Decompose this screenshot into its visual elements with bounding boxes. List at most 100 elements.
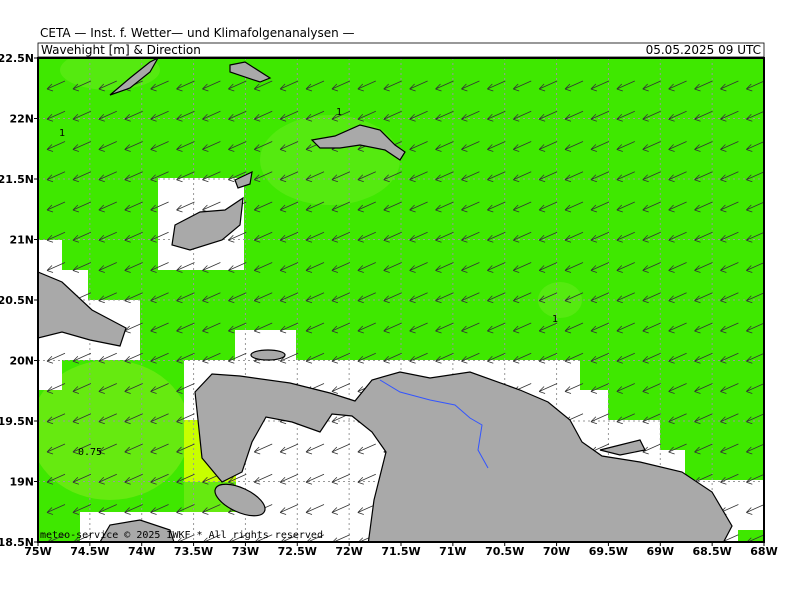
- wave-arrow: [694, 262, 713, 273]
- contour-label: 1: [552, 314, 558, 325]
- wave-arrow: [305, 231, 325, 243]
- wave-arrow: [72, 262, 92, 273]
- wave-arrow: [176, 473, 195, 485]
- wave-arrow: [124, 171, 143, 183]
- wave-arrow: [46, 352, 66, 364]
- island: [99, 519, 175, 542]
- wave-arrow: [409, 171, 428, 183]
- wave-arrow: [46, 504, 66, 515]
- wave-arrow: [538, 80, 558, 92]
- wave-arrow: [72, 413, 92, 425]
- wave-arrow: [720, 201, 739, 213]
- wave-arrow: [383, 171, 402, 183]
- wave-arrow: [72, 352, 92, 364]
- lat-label: 20.5N: [0, 294, 34, 307]
- wave-arrow: [202, 141, 221, 152]
- wave-arrow: [46, 231, 66, 243]
- wave-arrow: [305, 352, 325, 364]
- great-inagua: [171, 196, 244, 251]
- wave-arrow: [487, 231, 506, 243]
- lon-label: 73.5W: [174, 545, 213, 558]
- wave-arrow: [357, 443, 376, 455]
- wave-arrow: [409, 201, 428, 213]
- wave-arrow: [331, 80, 351, 92]
- wave-arrow: [357, 231, 376, 243]
- wave-arrow: [720, 383, 739, 394]
- wave-arrow: [279, 443, 299, 455]
- wave-arrow: [124, 110, 143, 122]
- wave-arrow: [642, 201, 661, 213]
- wave-arrow: [590, 80, 610, 92]
- wave-arrow: [228, 141, 247, 152]
- wave-arrow: [720, 413, 739, 425]
- wave-arrow: [46, 171, 66, 183]
- wave-arrow: [150, 443, 169, 455]
- header-subtitle: Wavehight [m] & Direction: [41, 43, 201, 57]
- wave-arrow: [72, 80, 92, 92]
- wave-arrow: [642, 352, 661, 364]
- wave-arrow: [253, 141, 273, 152]
- lon-label: 72W: [335, 545, 362, 558]
- wave-arrow: [72, 231, 92, 243]
- island: [599, 439, 646, 456]
- wave-arrow: [124, 201, 143, 213]
- wave-arrow: [746, 473, 764, 485]
- wave-arrow: [538, 231, 558, 243]
- wave-arrow: [228, 171, 247, 183]
- wave-arrow: [746, 504, 764, 515]
- wave-arrow: [98, 141, 117, 152]
- wave-arrow: [461, 262, 480, 273]
- wave-arrow: [694, 383, 713, 394]
- wave-arrow: [46, 473, 66, 485]
- wave-patch: [38, 360, 190, 500]
- wave-arrow: [435, 110, 454, 122]
- wave-arrow: [616, 352, 635, 364]
- wave-arrow: [124, 473, 143, 485]
- wave-arrow: [98, 110, 117, 122]
- wave-arrow: [461, 322, 480, 334]
- wave-arrow: [746, 171, 764, 183]
- wave-arrow: [590, 141, 610, 152]
- wave-arrow: [150, 413, 169, 425]
- wave-arrow: [279, 322, 299, 334]
- wave-arrow: [228, 322, 247, 334]
- wave-arrow: [176, 413, 195, 425]
- cuba: [38, 271, 127, 347]
- wave-arrow: [694, 443, 713, 455]
- wave-arrow: [720, 352, 739, 364]
- wave-arrow: [46, 141, 66, 152]
- wave-arrow: [46, 80, 66, 92]
- wave-arrow: [150, 504, 169, 515]
- wave-arrow: [642, 292, 661, 304]
- little-inagua: [234, 170, 253, 189]
- wave-arrow: [668, 292, 687, 304]
- wave-arrow: [98, 171, 117, 183]
- lon-label: 75W: [24, 545, 51, 558]
- lon-label: 71W: [439, 545, 466, 558]
- wave-arrow: [435, 141, 454, 152]
- wave-arrow: [435, 201, 454, 213]
- wave-arrow: [512, 80, 532, 92]
- wave-arrow: [409, 322, 428, 334]
- wave-arrow: [409, 80, 428, 92]
- wave-arrow: [150, 322, 169, 334]
- wave-arrow: [538, 201, 558, 213]
- river: [379, 379, 489, 469]
- wave-arrow: [512, 110, 532, 122]
- wave-arrow: [694, 292, 713, 304]
- wave-arrow: [487, 141, 506, 152]
- wave-arrow: [331, 473, 351, 485]
- wave-arrow: [331, 110, 351, 122]
- wave-arrow: [98, 383, 117, 394]
- wave-arrow: [590, 231, 610, 243]
- wave-arrow: [176, 201, 195, 213]
- wave-arrow: [435, 322, 454, 334]
- wave-arrow: [720, 262, 739, 273]
- lon-label: 74.5W: [70, 545, 109, 558]
- wave-arrow: [564, 171, 584, 183]
- wave-arrow: [720, 141, 739, 152]
- contour-label: 1: [59, 128, 65, 139]
- wave-arrow: [746, 231, 764, 243]
- wave-arrow: [279, 110, 299, 122]
